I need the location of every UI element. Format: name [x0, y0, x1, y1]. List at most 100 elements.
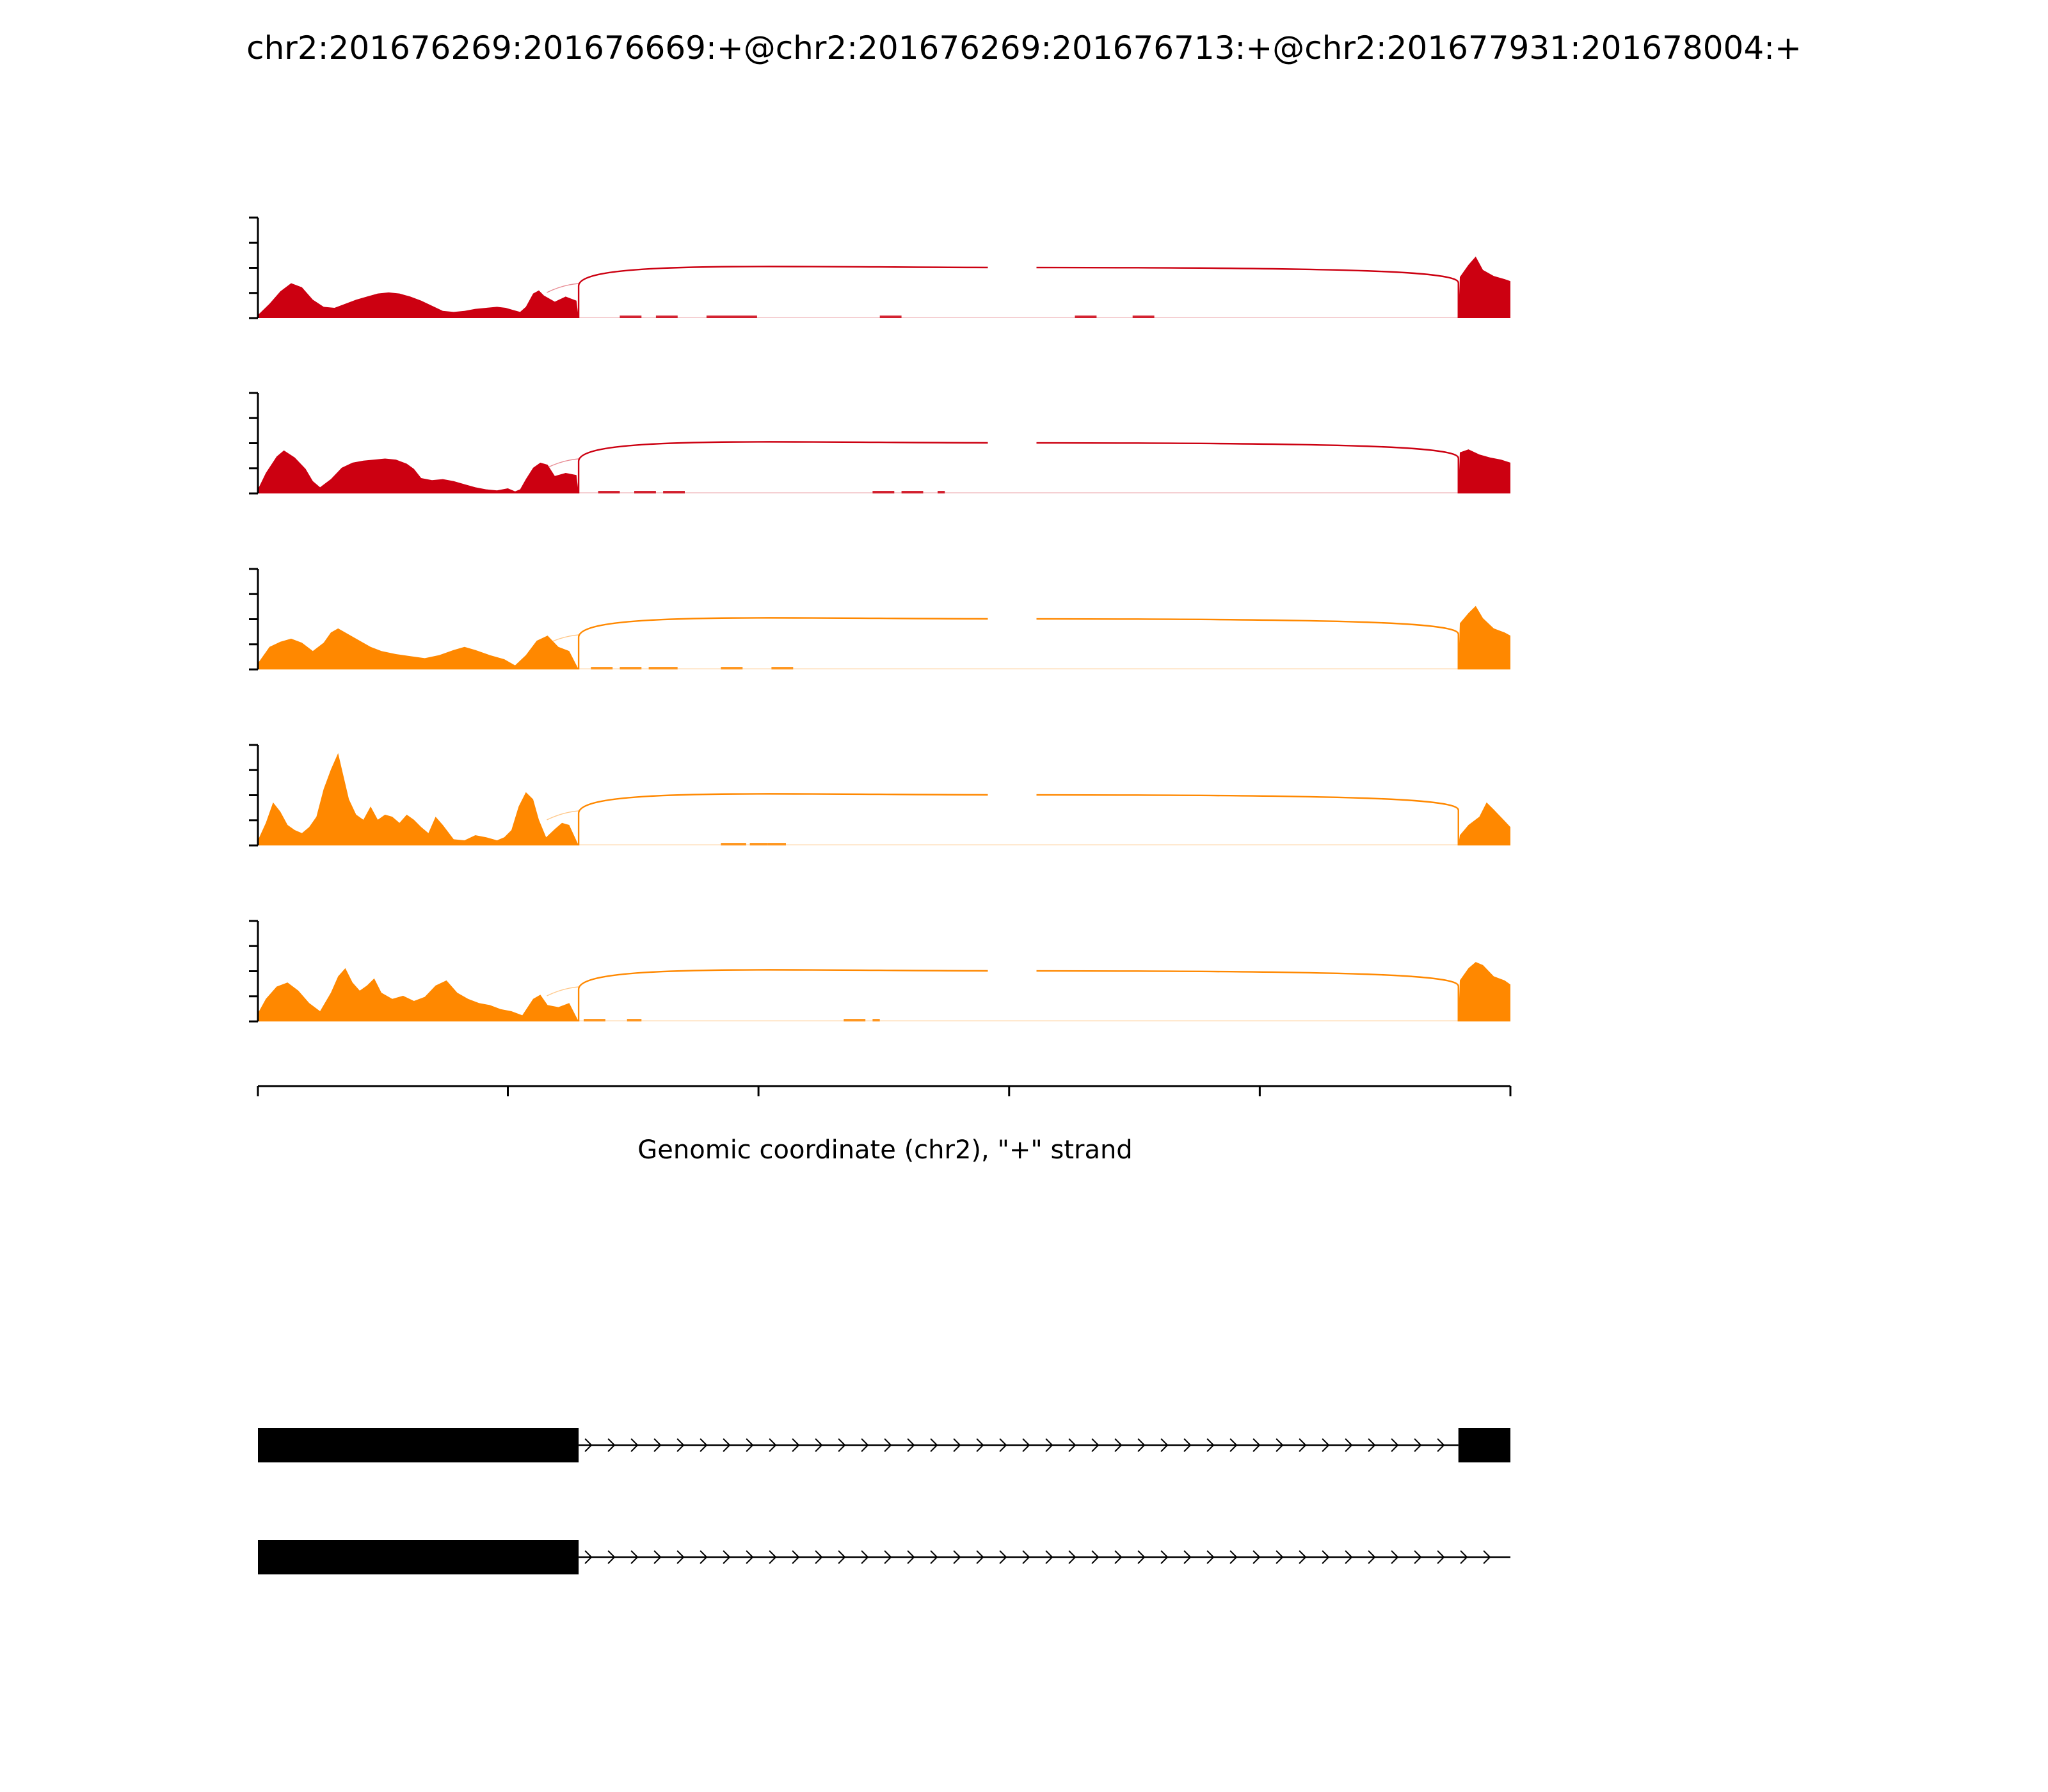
- strand-arrow: [1206, 1550, 1215, 1564]
- coverage-area: [258, 256, 1510, 318]
- strand-arrow: [907, 1550, 915, 1564]
- strand-arrow: [838, 1438, 846, 1452]
- intron-coverage-block: [627, 1019, 642, 1021]
- strand-arrow: [815, 1550, 823, 1564]
- strand-arrow: [723, 1438, 731, 1452]
- exon-block: [1458, 1428, 1510, 1462]
- intron-coverage-block: [938, 491, 945, 493]
- strand-arrow: [1137, 1550, 1146, 1564]
- strand-arrow: [861, 1438, 869, 1452]
- strand-arrow: [676, 1438, 685, 1452]
- strand-arrow: [607, 1550, 616, 1564]
- strand-arrow: [1022, 1550, 1030, 1564]
- strand-arrow: [953, 1550, 961, 1564]
- strand-arrow: [1368, 1550, 1376, 1564]
- intron-coverage-block: [1075, 316, 1097, 318]
- intron-coverage-block: [598, 491, 620, 493]
- strand-arrow: [884, 1438, 892, 1452]
- strand-arrow: [1114, 1550, 1123, 1564]
- strand-arrow: [1437, 1550, 1445, 1564]
- exon-block: [258, 1540, 579, 1574]
- strand-arrow: [1391, 1550, 1399, 1564]
- strand-arrow: [653, 1550, 662, 1564]
- gene-model-1: [258, 1428, 1510, 1462]
- strand-arrow: [1137, 1438, 1146, 1452]
- strand-arrow: [1183, 1438, 1192, 1452]
- strand-arrow: [1414, 1438, 1422, 1452]
- intron-coverage-block: [706, 316, 757, 318]
- junction-count-background: [988, 256, 1037, 279]
- strand-arrow: [930, 1438, 938, 1452]
- strand-arrow: [838, 1550, 846, 1564]
- strand-arrow: [1091, 1550, 1100, 1564]
- strand-arrow: [746, 1438, 754, 1452]
- strand-arrow: [1160, 1438, 1169, 1452]
- strand-arrow: [676, 1550, 685, 1564]
- x-axis-label: Genomic coordinate (chr2), "+" strand: [637, 1135, 1132, 1165]
- strand-arrow: [999, 1438, 1007, 1452]
- intron-coverage-block: [1132, 316, 1155, 318]
- strand-arrow: [630, 1438, 639, 1452]
- strand-arrow: [1460, 1550, 1468, 1564]
- strand-arrow: [907, 1438, 915, 1452]
- strand-arrow: [1252, 1550, 1261, 1564]
- coverage-area: [258, 753, 1510, 845]
- intron-coverage-block: [771, 667, 794, 669]
- strand-arrow: [1483, 1550, 1491, 1564]
- junction-count-background: [988, 607, 1037, 630]
- junction-count-background: [988, 783, 1037, 806]
- intron-coverage-block: [721, 667, 743, 669]
- intron-coverage-block: [648, 667, 678, 669]
- strand-arrow: [769, 1438, 777, 1452]
- intron-coverage-block: [872, 1019, 880, 1021]
- strand-arrow: [792, 1550, 800, 1564]
- intron-coverage-block: [634, 491, 656, 493]
- track-4: [249, 744, 1510, 847]
- junction-arc-minor: [547, 810, 579, 820]
- strand-arrow: [815, 1438, 823, 1452]
- junction-count-background: [988, 431, 1037, 454]
- strand-arrow: [769, 1550, 777, 1564]
- strand-arrow: [1206, 1438, 1215, 1452]
- track-1: [249, 216, 1510, 319]
- intron-coverage-block: [584, 1019, 605, 1021]
- coverage-area: [258, 449, 1510, 493]
- intron-coverage-block: [844, 1019, 866, 1021]
- strand-arrow: [1414, 1550, 1422, 1564]
- strand-arrow: [630, 1550, 639, 1564]
- strand-arrow: [700, 1550, 708, 1564]
- strand-arrow: [1091, 1438, 1100, 1452]
- junction-arc-minor: [547, 634, 579, 644]
- track-3: [249, 568, 1510, 671]
- chart-title: chr2:201676269:201676669:+@chr2:20167626…: [246, 29, 1802, 67]
- strand-arrow: [1068, 1550, 1076, 1564]
- intron-coverage-block: [872, 491, 895, 493]
- intron-coverage-block: [879, 316, 902, 318]
- strand-arrow: [1229, 1438, 1238, 1452]
- strand-arrow: [1276, 1438, 1284, 1452]
- intron-coverage-block: [620, 667, 642, 669]
- strand-arrow: [1252, 1438, 1261, 1452]
- strand-arrow: [792, 1438, 800, 1452]
- strand-arrow: [1345, 1550, 1353, 1564]
- strand-arrow: [1068, 1438, 1076, 1452]
- strand-arrow: [953, 1438, 961, 1452]
- gene-models: [258, 1428, 1510, 1574]
- track-2: [249, 392, 1510, 495]
- strand-arrow: [700, 1438, 708, 1452]
- junction-arc-minor: [547, 458, 579, 468]
- intron-coverage-block: [663, 491, 685, 493]
- intron-coverage-block: [749, 843, 768, 845]
- intron-coverage-block: [901, 491, 924, 493]
- strand-arrow: [1322, 1550, 1330, 1564]
- strand-arrow: [1299, 1438, 1307, 1452]
- track-5: [249, 920, 1510, 1023]
- junction-count-background: [988, 959, 1037, 982]
- coverage-area: [258, 962, 1510, 1021]
- coverage-tracks: [249, 216, 1510, 1023]
- strand-arrow: [1045, 1438, 1053, 1452]
- strand-arrow: [723, 1550, 731, 1564]
- x-axis: [257, 1085, 1512, 1096]
- intron-coverage-block: [620, 316, 642, 318]
- gene-model-2: [258, 1540, 1510, 1574]
